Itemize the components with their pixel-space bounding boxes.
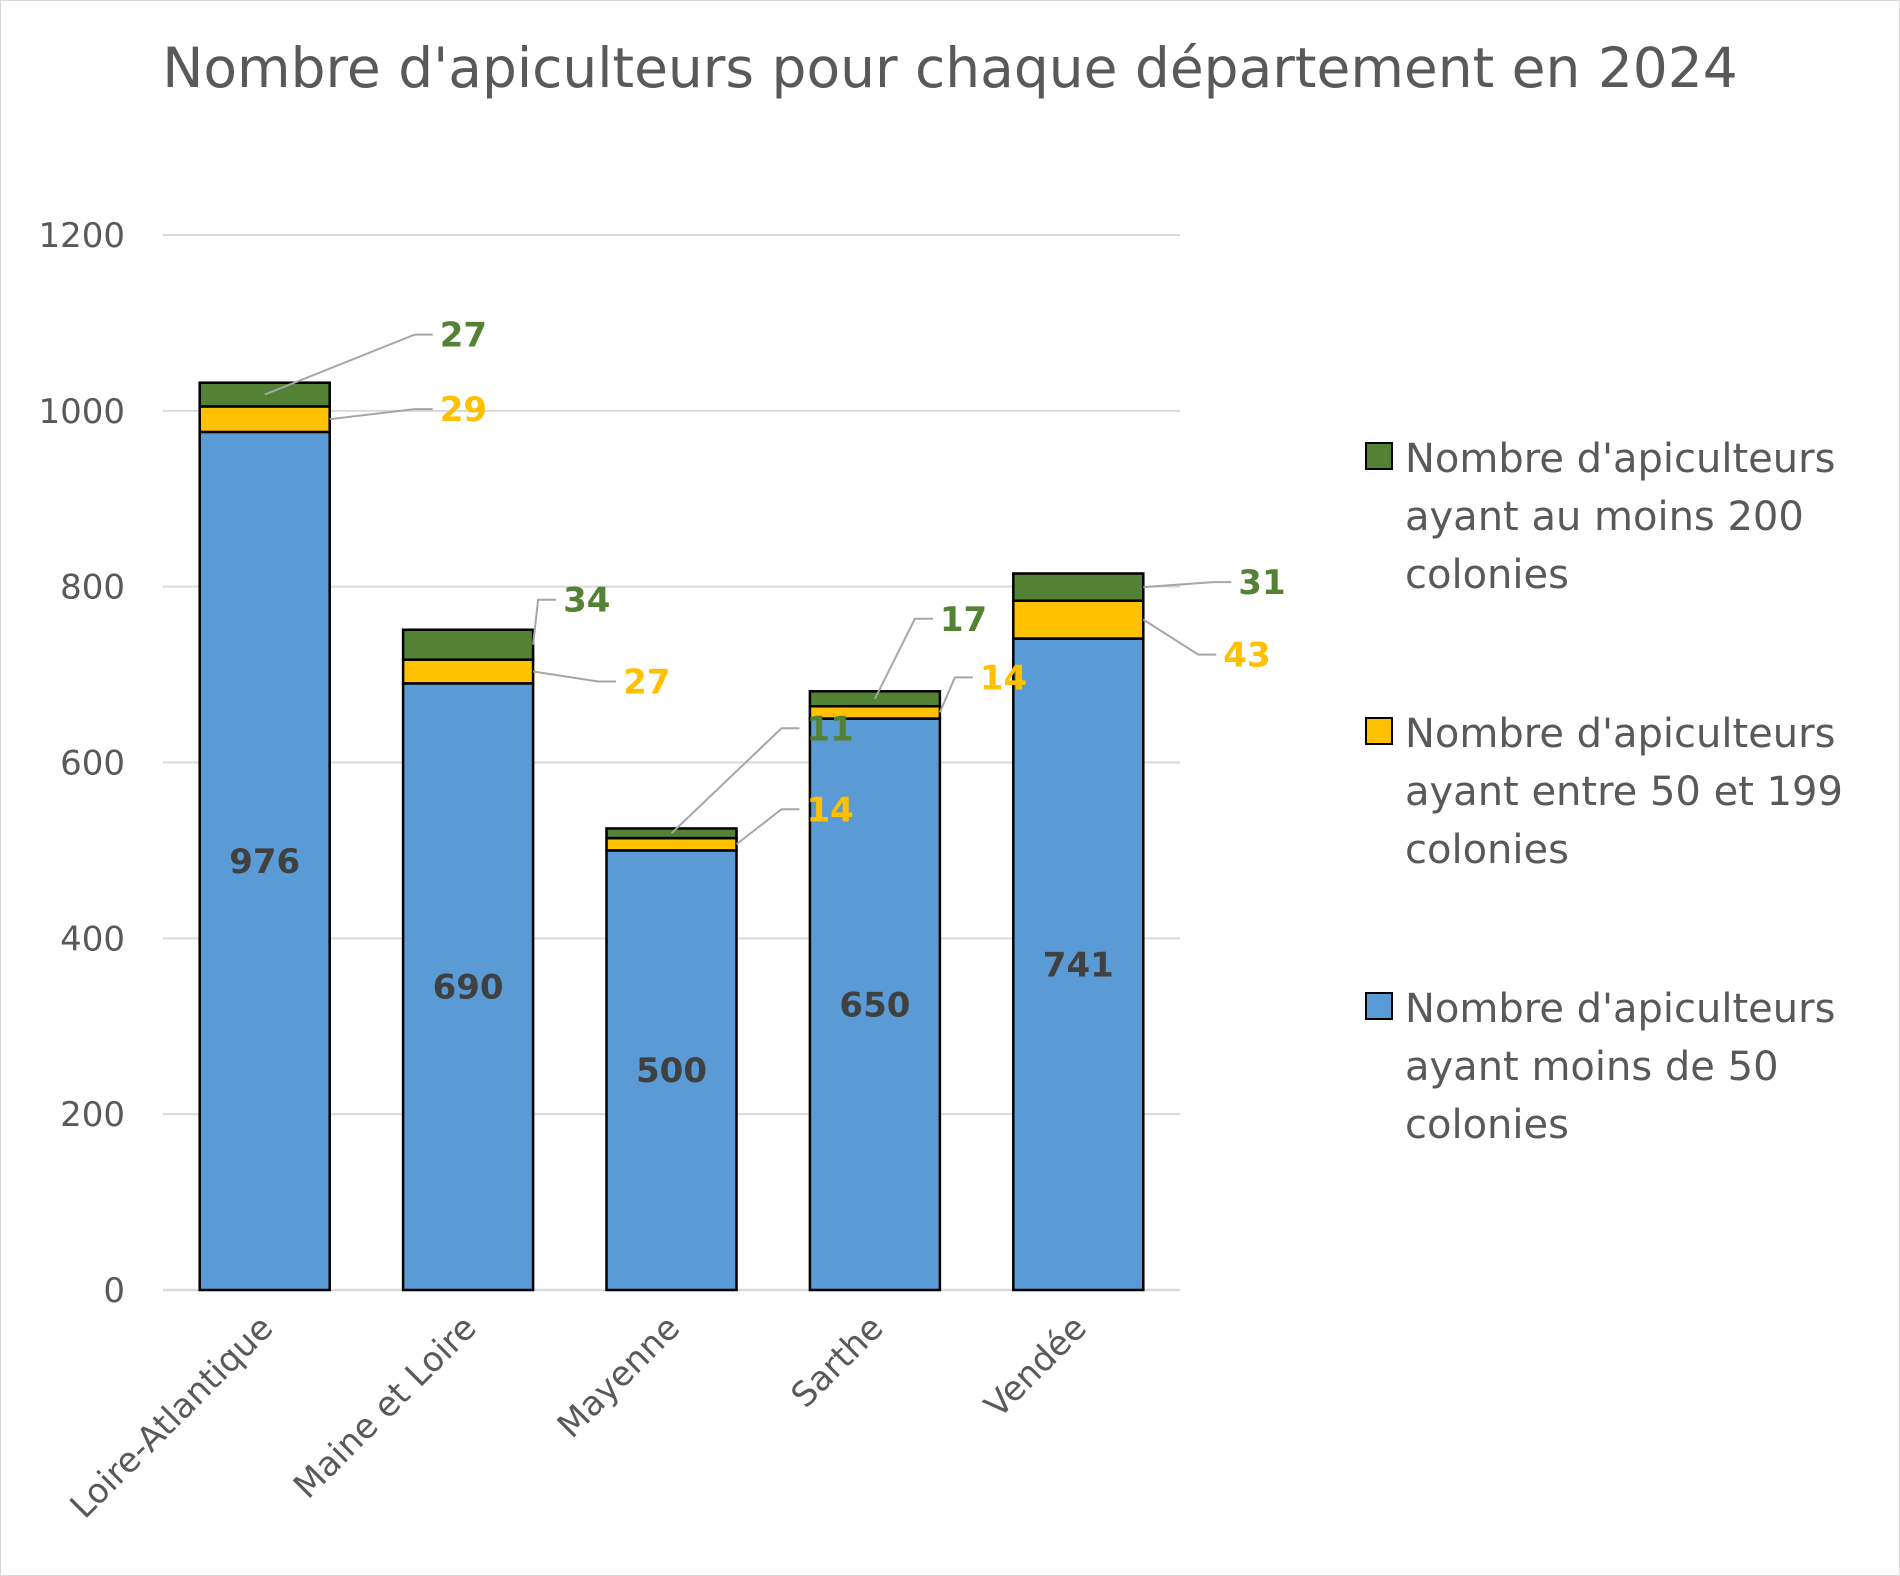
x-category-label: Mayenne [550,1308,688,1446]
y-tick-label: 800 [60,568,125,608]
x-category-label: Loire-Atlantique [63,1308,281,1526]
bar-segment [1012,572,1145,602]
data-label: 31 [1238,563,1285,603]
y-axis-ticks: 0 200 400 600 800 1000 1200 [38,216,125,1311]
data-label: 14 [807,790,854,830]
legend-item: Nombre d'apiculteurs ayant entre 50 et 1… [1365,705,1885,980]
legend-item: Nombre d'apiculteurs ayant au moins 200 … [1365,430,1885,705]
data-label: 690 [433,968,504,1008]
chart-title: Nombre d'apiculteurs pour chaque départe… [162,36,1738,100]
leader-line [938,676,973,713]
leader-line [264,333,433,396]
data-label: 11 [807,709,854,749]
y-tick-label: 600 [60,744,125,784]
y-tick-label: 0 [103,1271,125,1311]
data-labels: 976 29 27 690 27 34 500 14 11 650 14 17 741 43 31 [229,316,1285,1092]
bar-segment [198,430,331,1292]
bar-segment [401,628,535,661]
leader-line [874,617,933,700]
legend-swatch [1365,442,1393,470]
data-label: 741 [1043,945,1114,985]
x-category-label: Vendée [977,1308,1095,1426]
x-category-label: Sarthe [784,1308,892,1416]
leader-line [532,598,557,645]
leader-line [670,727,800,834]
legend-swatch [1365,717,1393,745]
x-axis-categories: Loire-Atlantique Maine et Loire Mayenne Sar… [63,1308,1095,1526]
y-tick-label: 200 [60,1095,125,1135]
legend-label: Nombre d'apiculteurs ayant moins de 50 c… [1405,986,1836,1148]
legend-swatch [1365,992,1393,1020]
bar-segment [1012,637,1145,1292]
leader-line [735,808,800,846]
data-label: 34 [563,581,610,621]
legend: Nombre d'apiculteurs ayant au moins 200 … [1365,430,1885,1255]
data-label: 29 [440,390,487,430]
data-label: 27 [440,316,487,356]
bar-segment [808,717,942,1292]
bar-segment [401,682,535,1292]
data-label: 14 [980,658,1027,698]
leader-line [329,408,433,421]
bar-segment [401,658,535,685]
y-tick-label: 1000 [38,392,125,432]
data-label: 500 [636,1051,707,1091]
data-label: 27 [623,663,670,703]
leader-line [1142,618,1217,656]
data-label: 976 [229,842,300,882]
bar-segment [198,405,331,434]
legend-label: Nombre d'apiculteurs ayant au moins 200 … [1405,436,1836,598]
data-label: 650 [839,985,910,1025]
leader-line [1143,581,1232,589]
bars [198,381,1145,1292]
bar-segment [605,827,738,840]
data-label: 17 [940,600,987,640]
bar-segment [605,836,738,852]
x-category-label: Maine et Loire [286,1308,484,1506]
y-tick-label: 400 [60,919,125,959]
legend-item: Nombre d'apiculteurs ayant moins de 50 c… [1365,980,1885,1255]
bar-segment [605,849,738,1292]
data-label: 43 [1223,636,1270,676]
legend-label: Nombre d'apiculteurs ayant entre 50 et 1… [1405,711,1843,873]
leader-line [532,670,617,683]
y-tick-label: 1200 [38,216,125,256]
bar-segment [1012,599,1145,640]
